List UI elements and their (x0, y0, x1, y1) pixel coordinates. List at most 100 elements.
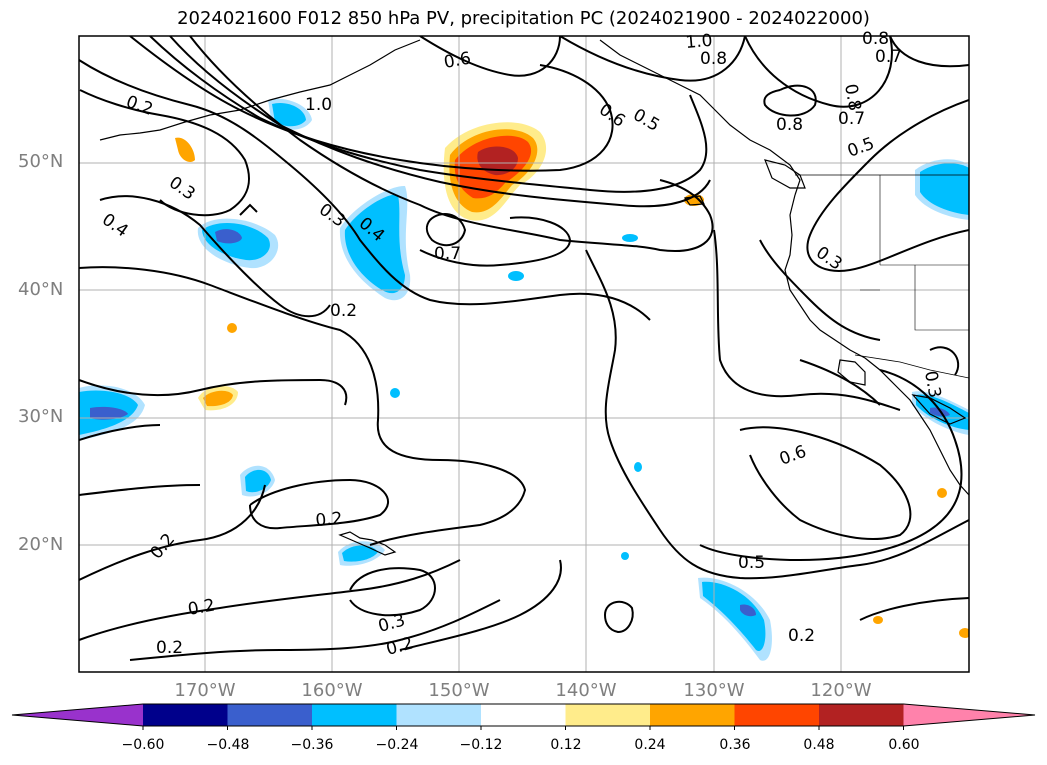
pv-contour-east-loop-4 (759, 239, 881, 341)
precip-blob-negative-8-core (920, 163, 969, 215)
contour-label: 0.2 (315, 509, 344, 531)
map-title: 2024021600 F012 850 hPa PV, precipitatio… (177, 8, 870, 29)
precip-spot-1 (175, 137, 195, 162)
precip-blob-negative-6-core (342, 545, 378, 562)
lon-label-140w: 140°W (555, 680, 617, 701)
pv-contour-south-3 (129, 599, 501, 661)
colorbar-segment (819, 704, 904, 726)
pv-contour-south-7 (79, 484, 201, 496)
precip-blob-negative-3-max (90, 406, 128, 420)
colorbar-tick: −0.48 (206, 737, 250, 753)
precip-spot-2-core (203, 390, 233, 407)
coastline-hawaii (338, 531, 397, 556)
pv-contour-left-edge (79, 424, 161, 441)
colorbar (11, 703, 1036, 730)
pv-contour-jet-2 (149, 36, 708, 193)
precip-blob-negative-1-max (215, 229, 242, 244)
precip-spot-8 (959, 628, 969, 638)
pv-contour-east-loop-5 (799, 359, 881, 406)
contour-label: 0.2 (186, 596, 216, 620)
pv-contour-loop-3 (425, 213, 467, 247)
pv-contour-north-1 (419, 36, 561, 77)
border-states-1 (860, 175, 969, 331)
contour-label: 0.7 (838, 109, 865, 129)
pv-contour-mid-1 (79, 266, 527, 546)
colorbar-segment (396, 704, 482, 726)
lon-label-170w: 170°W (174, 680, 236, 701)
pv-contour-east-loop-1 (739, 426, 912, 541)
coastline-vancouver (764, 159, 806, 189)
contour-label: 1.0 (305, 95, 332, 115)
contour-label: 0.3 (920, 369, 944, 399)
precip-blob-negative-4-core (272, 102, 306, 127)
contour-label: 0.6 (442, 49, 472, 73)
precip-blob-negative-7-max (740, 604, 756, 617)
pv-contour-loop-4 (419, 216, 572, 267)
contour-label: 0.8 (700, 49, 727, 69)
colorbar-segment (143, 704, 228, 726)
pv-contour-jet-3 (169, 36, 711, 208)
contour-label: 0.8 (840, 82, 864, 112)
pv-contour-east-small (929, 346, 960, 376)
pv-contour-loop-2 (99, 195, 331, 318)
pv-contour-south-4 (249, 478, 390, 530)
colorbar-extend-left (12, 704, 143, 726)
pv-contour-north-4 (889, 36, 969, 68)
pv-contour-jet-5 (79, 59, 651, 321)
colorbar-tick: 0.48 (803, 737, 835, 753)
pv-contour-north-2 (559, 36, 746, 82)
lat-label-50n: 50°N (18, 151, 64, 172)
contour-label: 0.2 (156, 638, 183, 658)
map-frame (78, 35, 970, 673)
contour-label: 0.2 (788, 626, 815, 646)
coastline-alaska-panhandle (599, 39, 801, 196)
contour-label: 0.5 (738, 553, 765, 573)
contour-label: 1.0 (685, 31, 714, 53)
lat-label-40n: 40°N (18, 279, 64, 300)
colorbar-tick: 0.36 (719, 737, 751, 753)
colorbar-segment (227, 704, 313, 726)
contour-label: 0.8 (776, 115, 803, 135)
precip-blob-negative-2-core (344, 194, 405, 294)
pv-contour-south-6 (399, 559, 562, 651)
pv-contour-east-loop-2 (699, 369, 963, 562)
lat-label-30n: 30°N (18, 406, 64, 427)
pv-contour-east-1 (806, 99, 969, 272)
colorbar-tick: −0.60 (121, 737, 165, 753)
precip-spot-9 (873, 616, 883, 624)
precip-spot-6 (227, 323, 237, 333)
border-us-mexico (854, 354, 969, 379)
coastline-baja (837, 359, 866, 386)
pv-contour-south-1 (79, 484, 266, 581)
colorbar-segment (565, 704, 651, 726)
colorbar-segment (312, 704, 397, 726)
coastline-northamerica-west (784, 194, 969, 496)
gridlines (79, 36, 969, 672)
precip-spot-4 (622, 234, 638, 242)
pv-contour-loop-1 (79, 89, 250, 217)
colorbar-segment (650, 704, 735, 726)
lon-label-160w: 160°W (301, 680, 363, 701)
pv-contour-southeast (859, 597, 969, 621)
precip-spot-10 (390, 388, 400, 398)
contour-label: 0.8 (862, 29, 889, 49)
pv-contour-jet-1 (129, 36, 614, 172)
colorbar-tick: 0.24 (634, 737, 666, 753)
precip-blob-positive-main-max (477, 146, 518, 176)
lat-label-20n: 20°N (18, 534, 64, 555)
precip-spot-5 (508, 271, 524, 281)
pv-contour-east-2 (763, 84, 817, 117)
colorbar-tick: 0.12 (550, 737, 582, 753)
precip-spot-11 (634, 462, 642, 472)
pv-contour-north-3 (744, 36, 893, 108)
colorbar-tick: −0.24 (375, 737, 419, 753)
colorbar-extend-right (903, 704, 1035, 726)
pv-contour-south-2 (79, 559, 461, 641)
pv-contour-mid-2 (79, 378, 348, 406)
colorbar-segment (734, 704, 820, 726)
lon-label-150w: 150°W (428, 680, 490, 701)
pv-contour-jet-4 (189, 36, 714, 252)
colorbar-tick: 0.60 (888, 737, 920, 753)
precip-spot-12 (621, 552, 629, 560)
